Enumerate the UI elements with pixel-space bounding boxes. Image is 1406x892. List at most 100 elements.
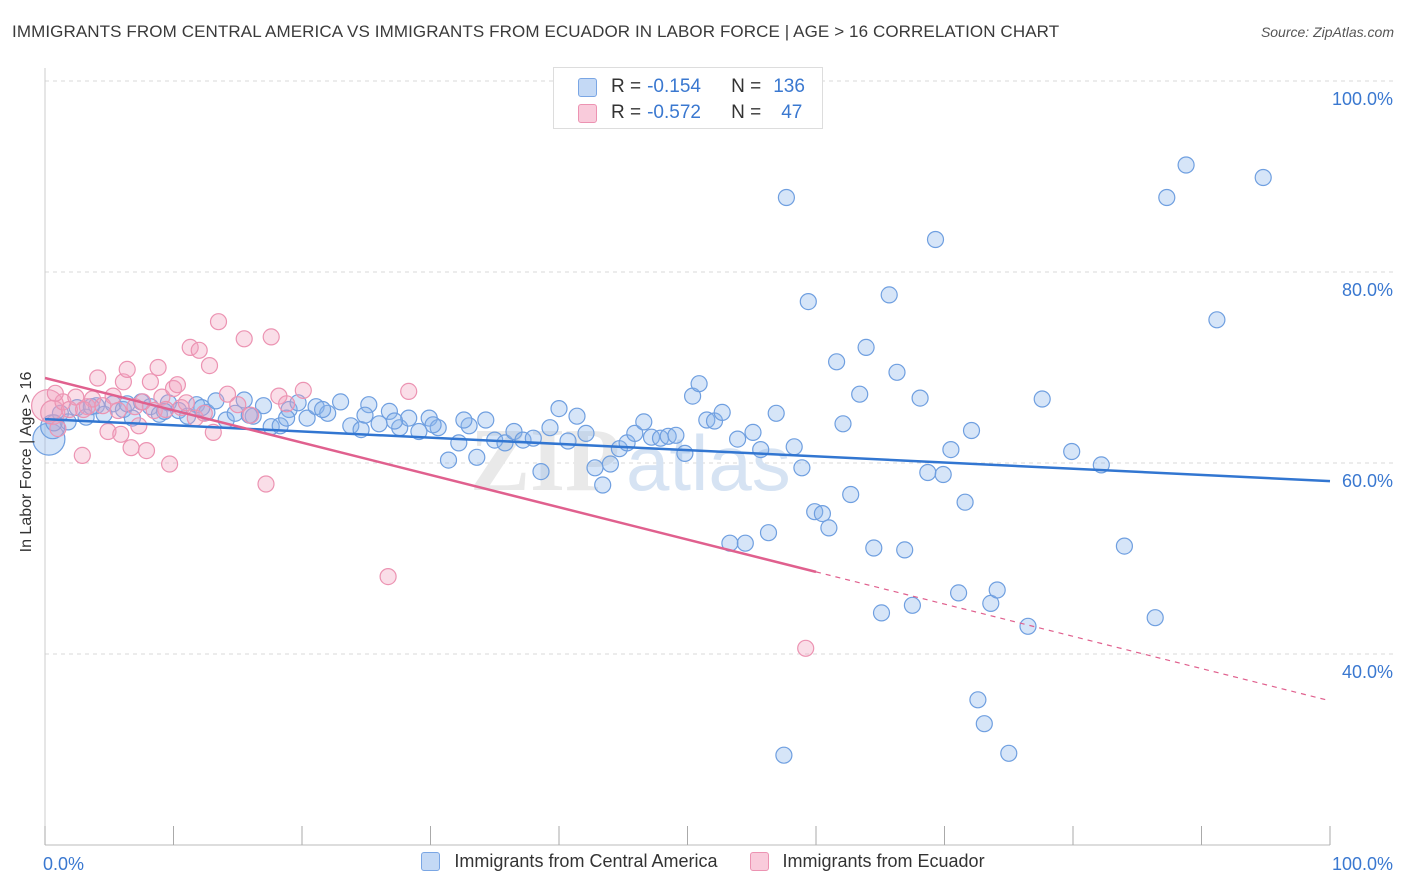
x-tick-labels: 0.0% 100.0% <box>43 854 1393 874</box>
legend-swatch-pink <box>578 103 597 123</box>
data-point <box>834 415 852 433</box>
data-point <box>294 381 312 399</box>
legend-row-ecuador: R = -0.572 N = 47 <box>578 101 802 125</box>
data-point <box>429 419 447 437</box>
data-point <box>161 455 179 473</box>
legend-row-central-america: R = -0.154 N = 136 <box>578 75 805 99</box>
data-point <box>455 411 473 429</box>
data-point <box>109 401 127 420</box>
data-point <box>122 439 140 457</box>
data-point <box>1019 617 1037 635</box>
data-point <box>857 338 875 356</box>
data-point <box>775 746 793 764</box>
data-point <box>752 441 770 459</box>
data-point <box>1177 156 1195 174</box>
data-point <box>827 353 846 371</box>
data-point <box>793 459 811 477</box>
data-point <box>911 389 929 407</box>
data-point <box>594 476 612 494</box>
data-point <box>785 438 803 456</box>
legend-r-value: -0.572 <box>647 102 701 123</box>
series-legend-central-america: Immigrants from Central America <box>421 851 718 872</box>
data-point <box>298 409 316 427</box>
data-point <box>559 432 577 450</box>
data-point <box>880 286 898 304</box>
data-point <box>842 485 860 504</box>
trend-line-central-america <box>44 417 1331 483</box>
data-point <box>903 596 922 614</box>
series-legend-ecuador: Immigrants from Ecuador <box>749 851 985 872</box>
data-point <box>577 424 595 442</box>
data-point <box>137 442 156 460</box>
data-point <box>67 388 85 406</box>
data-point <box>400 409 418 427</box>
series-central-america <box>32 156 1272 764</box>
data-point <box>601 455 620 473</box>
y-tick-label: 80.0% <box>1342 280 1393 300</box>
data-point <box>676 444 694 462</box>
gridlines <box>45 80 1393 655</box>
y-tick-label: 100.0% <box>1332 89 1393 109</box>
data-point <box>744 423 762 441</box>
data-point <box>1146 609 1164 627</box>
series-legend-label: Immigrants from Central America <box>454 851 718 871</box>
data-point <box>942 441 960 459</box>
series-swatch-pink <box>749 852 769 871</box>
data-point <box>934 465 952 484</box>
trend-line-ecuador-projection <box>815 571 1331 702</box>
data-point <box>200 357 219 375</box>
legend-n-label: N = <box>731 76 762 97</box>
data-point <box>49 420 67 438</box>
legend-r-label: R = <box>611 76 642 97</box>
trend-lines <box>44 376 1331 702</box>
data-point <box>820 519 838 537</box>
data-point <box>799 293 817 311</box>
data-point <box>99 422 117 441</box>
data-point <box>242 406 260 424</box>
data-point <box>229 396 247 414</box>
series-swatch-blue <box>421 852 441 871</box>
data-point <box>356 406 374 424</box>
x-tick-label: 100.0% <box>1332 854 1393 874</box>
data-point <box>550 400 568 418</box>
data-point <box>865 539 883 557</box>
data-point <box>74 400 93 419</box>
data-point <box>505 422 523 441</box>
data-point <box>168 376 186 394</box>
data-point <box>713 403 731 421</box>
data-point <box>586 459 604 477</box>
data-point <box>118 360 136 378</box>
data-point <box>975 715 993 733</box>
data-point <box>177 394 195 412</box>
data-point <box>1033 390 1051 408</box>
data-point <box>759 524 778 542</box>
data-point <box>130 417 148 435</box>
data-point <box>797 639 815 657</box>
data-point <box>667 426 685 444</box>
data-point <box>626 424 644 442</box>
x-ticks <box>44 826 1331 845</box>
data-point <box>851 385 869 403</box>
data-point <box>73 446 91 464</box>
y-tick-label: 60.0% <box>1342 471 1393 491</box>
chart-title: IMMIGRANTS FROM CENTRAL AMERICA VS IMMIG… <box>12 22 1060 41</box>
data-point <box>477 411 495 429</box>
data-point <box>988 581 1006 599</box>
correlation-legend: R = -0.154 N = 136 R = -0.572 N = 47 <box>553 67 823 129</box>
data-point <box>956 493 974 511</box>
trend-line-ecuador <box>44 376 817 574</box>
data-point <box>1115 537 1134 555</box>
data-point <box>385 412 404 430</box>
data-point <box>1063 442 1081 461</box>
data-point <box>112 425 130 443</box>
y-axis-label-wrap: In Labor Force | Age > 16 <box>18 372 38 553</box>
y-tick-label: 40.0% <box>1342 662 1393 682</box>
data-point <box>949 584 968 602</box>
data-point <box>400 382 418 400</box>
data-point <box>89 369 107 387</box>
data-point <box>218 385 237 403</box>
data-point <box>278 395 296 413</box>
data-point <box>872 604 891 622</box>
data-point <box>962 421 981 440</box>
